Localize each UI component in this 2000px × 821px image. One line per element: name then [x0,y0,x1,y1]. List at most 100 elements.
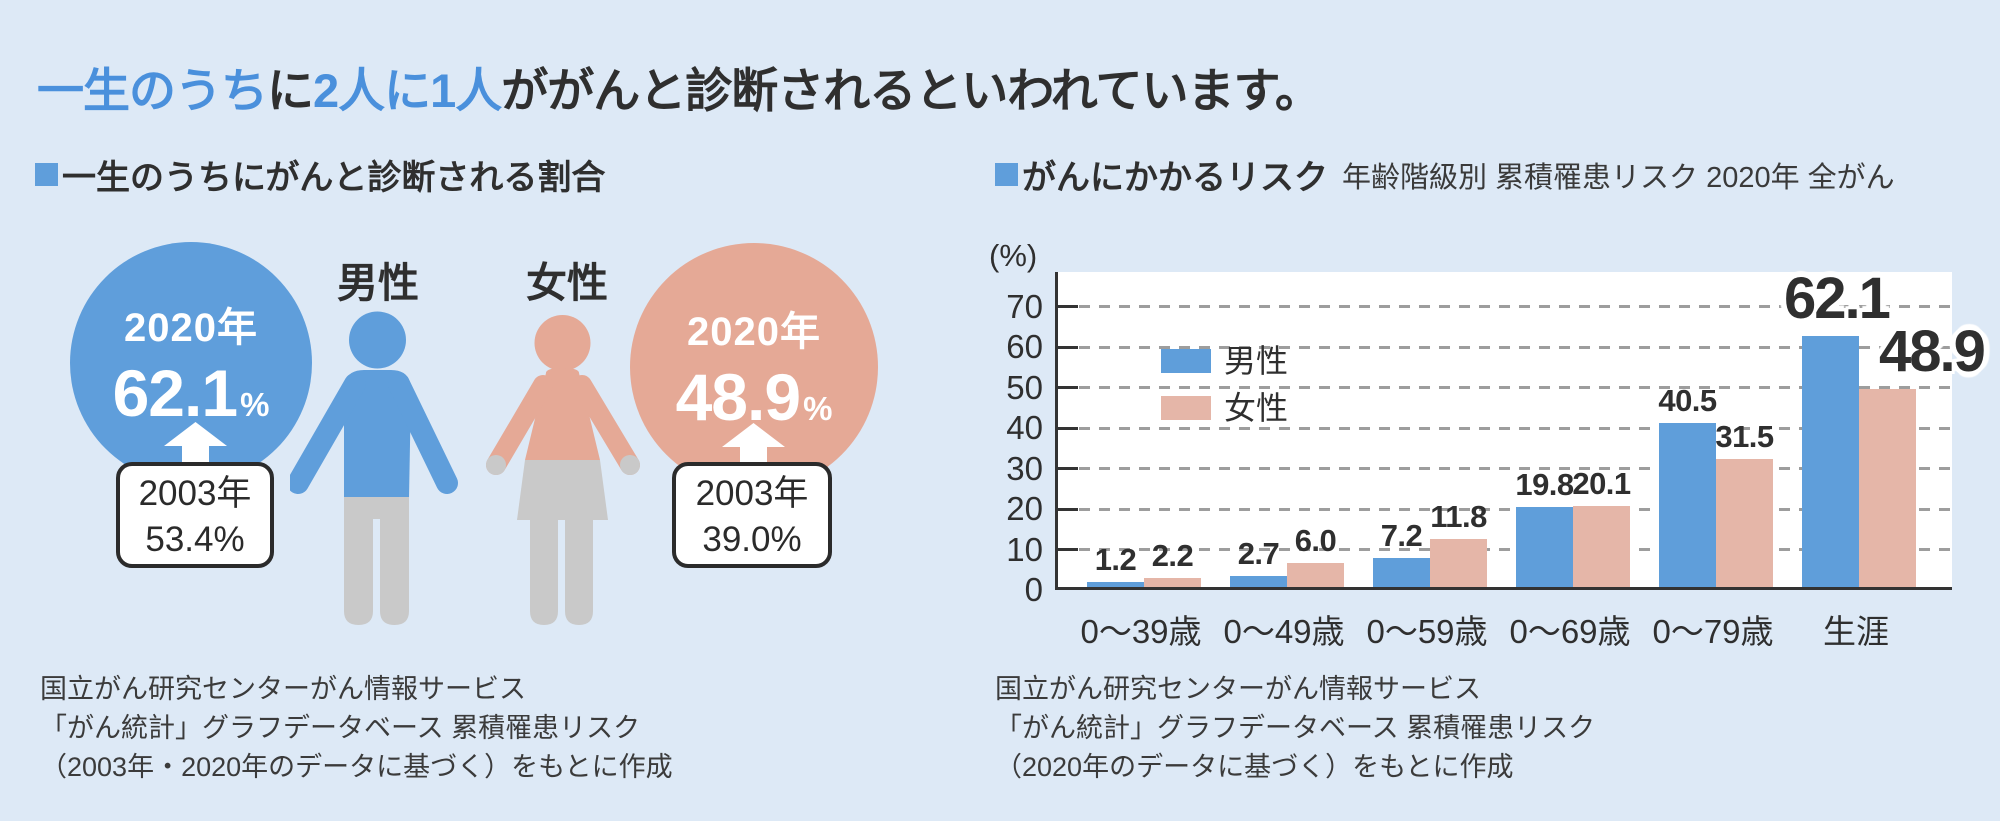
source-line: （2003年・2020年のデータに基づく）をもとに作成 [40,752,673,782]
female-previous-callout: 2003年 39.0% [672,462,832,568]
female-previous-year: 2003年 [695,474,809,513]
gridline [1079,305,1952,308]
bar-value-label: 31.5 [1715,419,1774,455]
bar-value-label: 7.2 [1380,517,1423,553]
bar-女性-0〜59歳 [1430,539,1487,587]
x-tick-label: 0〜79歳 [1652,613,1774,650]
y-axis-unit-label: (%) [989,238,1038,273]
risk-bar-chart: (%) 0 10 20 30 40 50 60 70 男性 女性 1.2 2.2 2.7 6.0 7.2… [985,238,2000,658]
source-line: 「がん統計」グラフデータベース 累積罹患リスク [995,713,1596,743]
gridline [1079,345,1952,349]
male-previous-year: 2003年 [138,474,252,513]
bar-男性-生涯 [1802,335,1859,587]
y-tick-mark [1058,426,1078,430]
right-section-header: がんにかかるリスク 年齢階級別 累積罹患リスク 2020年 全がん [995,150,1895,199]
title-segment-1: 一生のうち [37,64,268,117]
bar-value-label: 40.5 [1658,382,1717,418]
y-tick-label: 0 [1024,571,1043,608]
x-tick-label: 0〜49歳 [1223,613,1345,650]
male-previous-callout: 2003年 53.4% [116,462,274,568]
chart-legend: 男性 女性 [1161,345,1288,424]
page-title: 一生のうちに2人に1人ががんと診断されるといわれています。 [37,52,1322,121]
plot-area: 男性女性 1.2 2.2 2.7 6.0 7.2 11.8 19.8 20.1 40.5 31.5… [1055,266,1986,590]
title-segment-3: 2人に1人 [313,64,502,117]
bar-value-label: 1.2 [1094,542,1137,578]
title-segment-4: ががんと診断されるといわれています。 [501,64,1322,117]
x-tick-label: 0〜59歳 [1366,613,1488,650]
right-section-title: がんにかかるリスク [1022,159,1328,197]
source-line: 「がん統計」グラフデータベース 累積罹患リスク [40,713,641,743]
y-tick-mark [1058,305,1078,308]
gridline [1079,467,1952,470]
male-current-year: 2020年 [124,306,258,350]
left-source-note: 国立がん研究センターがん情報サービス 「がん統計」グラフデータベース 累積罹患リ… [40,670,673,787]
male-previous-value: 53.4% [145,520,245,559]
bar-男性-0〜49歳 [1230,576,1287,587]
bar-女性-0〜79歳 [1716,459,1773,587]
y-tick-mark [1058,345,1078,349]
y-tick-label: 70 [1006,287,1043,325]
blue-square-icon [35,163,58,186]
female-person-icon [486,315,640,625]
male-label: 男性 [337,260,419,306]
gridline [1079,386,1952,389]
female-current-value: 48.9 [675,360,801,434]
right-source-note: 国立がん研究センターがん情報サービス 「がん統計」グラフデータベース 累積罹患リ… [995,670,1595,787]
up-arrow-icon [722,423,785,463]
y-tick-label: 40 [1006,409,1043,446]
female-label: 女性 [526,260,608,306]
y-tick-label: 30 [1006,449,1043,487]
bar-value-label: 2.7 [1237,536,1280,572]
bar-女性-0〜39歳 [1144,578,1201,587]
source-line: 国立がん研究センターがん情報サービス [995,674,1481,704]
left-section-title: 一生のうちにがんと診断される割合 [62,159,606,197]
male-current-value: 62.1 [112,356,238,430]
bar-value-label: 20.1 [1572,465,1631,501]
source-line: 国立がん研究センターがん情報サービス [40,674,526,704]
female-current-value-row: 48.9 % [676,359,833,435]
gridline [1079,548,1952,551]
x-tick-label: 生涯 [1823,613,1889,650]
y-tick-mark [1058,548,1078,551]
female-current-unit: % [803,390,833,427]
y-tick-mark [1058,507,1078,511]
bar-男性-0〜79歳 [1659,422,1716,587]
bar-value-label: 48.9 [1879,318,1986,384]
blue-square-icon [995,163,1018,186]
male-person-icon [290,311,458,625]
male-current-unit: % [240,386,270,423]
y-tick-mark [1058,386,1078,389]
legend-row: 男性 [1161,345,1288,377]
y-tick-label: 20 [1006,490,1043,527]
y-tick-label: 60 [1006,328,1043,365]
x-tick-label: 0〜39歳 [1080,613,1202,650]
bar-女性-0〜49歳 [1287,562,1344,587]
y-axis-labels: 0 10 20 30 40 50 60 70 [985,272,1043,609]
y-tick-label: 50 [1006,368,1043,406]
y-tick-mark [1058,467,1078,470]
bar-男性-0〜69歳 [1516,506,1573,587]
bar-女性-生涯 [1859,388,1916,587]
source-line: （2020年のデータに基づく）をもとに作成 [995,752,1514,782]
bar-女性-0〜69歳 [1573,505,1630,587]
legend-swatch-男性 [1161,349,1211,373]
female-previous-value: 39.0% [702,520,802,559]
bar-value-label: 19.8 [1515,466,1574,502]
legend-swatch-女性 [1161,396,1211,420]
bar-value-label: 11.8 [1430,499,1487,535]
up-arrow-icon [164,422,227,462]
bar-value-label: 62.1 [1784,265,1891,331]
male-current-value-row: 62.1 % [113,355,270,431]
female-current-year: 2020年 [687,310,821,354]
right-section-subtitle: 年齢階級別 累積罹患リスク 2020年 全がん [1342,161,1895,194]
bar-男性-0〜59歳 [1373,557,1430,587]
bar-value-label: 2.2 [1151,538,1194,574]
legend-row: 女性 [1161,392,1288,424]
bar-value-label: 6.0 [1294,522,1337,558]
gridline [1079,426,1952,430]
legend-label: 女性 [1224,390,1289,426]
legend-label: 男性 [1224,343,1289,379]
x-tick-label: 0〜69歳 [1509,613,1631,650]
title-segment-2: に [267,64,314,117]
